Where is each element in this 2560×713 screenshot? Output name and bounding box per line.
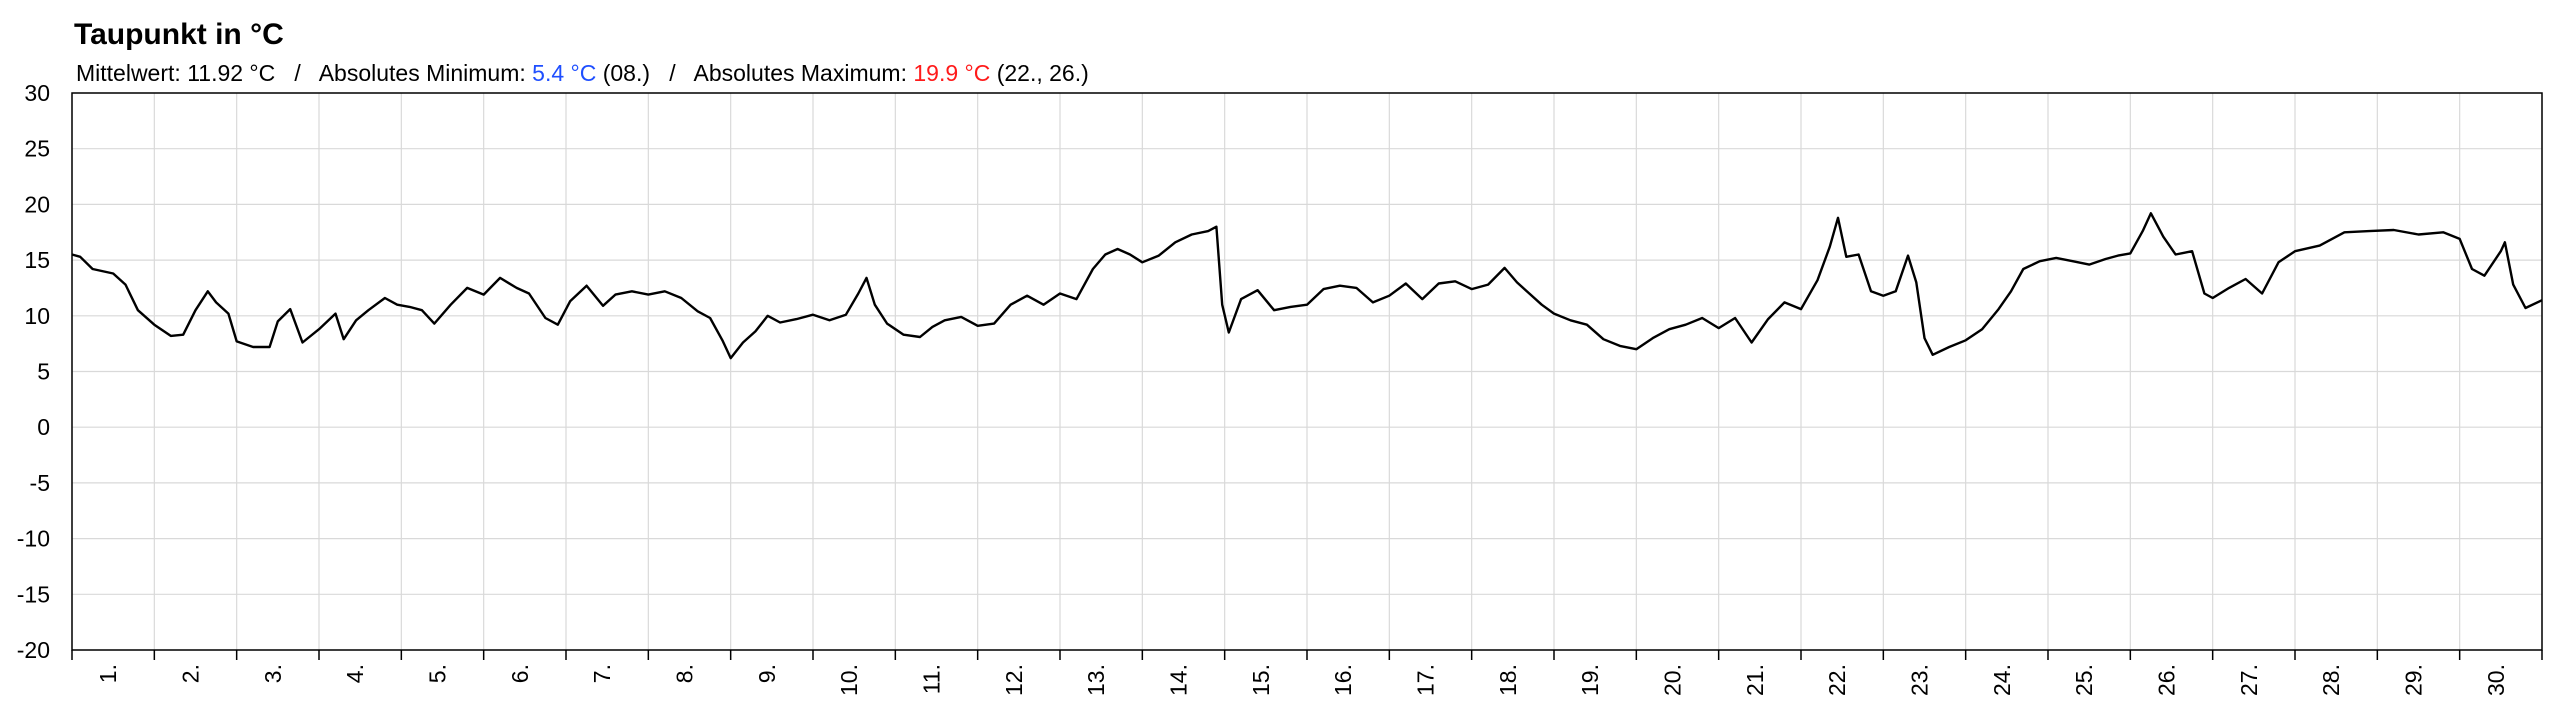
x-tick-label: 16. (1330, 664, 1356, 696)
y-tick-label: 30 (24, 80, 50, 106)
x-tick-label: 6. (507, 664, 533, 683)
separator: / (294, 60, 301, 86)
x-tick-label: 2. (178, 664, 204, 683)
y-tick-label: 20 (24, 191, 50, 217)
x-tick-label: 25. (2071, 664, 2097, 696)
x-tick-label: 4. (342, 664, 368, 683)
separator: / (669, 60, 676, 86)
x-tick-label: 9. (754, 664, 780, 683)
y-tick-label: 10 (24, 303, 50, 329)
x-tick-label: 20. (1660, 664, 1686, 696)
min-days: (08.) (602, 60, 651, 86)
x-tick-label: 18. (1495, 664, 1521, 696)
max-days: (22., 26.) (996, 60, 1089, 86)
x-tick-label: 14. (1166, 664, 1192, 696)
mean-value: 11.92 °C (187, 60, 276, 86)
x-tick-label: 5. (425, 664, 451, 683)
min-label: Absolutes Minimum: (318, 60, 526, 86)
y-tick-label: 0 (37, 414, 50, 440)
min-value: 5.4 °C (532, 60, 597, 86)
y-tick-label: -5 (30, 470, 50, 496)
x-tick-label: 1. (95, 664, 121, 683)
x-tick-label: 7. (589, 664, 615, 683)
x-tick-label: 27. (2236, 664, 2262, 696)
chart-subtitle: Mittelwert: 11.92 °C / Absolutes Minimum… (76, 60, 1089, 87)
y-tick-label: -20 (17, 637, 50, 663)
x-tick-label: 22. (1824, 664, 1850, 696)
x-tick-label: 28. (2318, 664, 2344, 696)
chart-title: Taupunkt in °C (74, 18, 284, 51)
mean-label: Mittelwert: (76, 60, 181, 86)
max-label: Absolutes Maximum: (693, 60, 907, 86)
x-tick-label: 11. (919, 664, 945, 694)
x-tick-label: 12. (1001, 664, 1027, 696)
x-tick-label: 29. (2401, 664, 2427, 696)
x-tick-label: 10. (836, 664, 862, 696)
x-tick-label: 24. (1989, 664, 2015, 696)
x-tick-label: 8. (672, 664, 698, 683)
x-tick-label: 26. (2154, 664, 2180, 696)
dewpoint-series-line (71, 212, 2543, 360)
y-tick-label: 5 (37, 359, 50, 385)
x-tick-label: 23. (1907, 664, 1933, 696)
x-tick-label: 30. (2483, 664, 2509, 696)
y-tick-label: -15 (17, 581, 50, 607)
x-tick-label: 13. (1083, 664, 1109, 696)
y-tick-label: 15 (24, 247, 50, 273)
y-tick-label: 25 (24, 136, 50, 162)
x-tick-label: 3. (260, 664, 286, 683)
y-tick-label: -10 (17, 526, 50, 552)
x-tick-label: 15. (1248, 664, 1274, 696)
x-tick-label: 21. (1742, 664, 1768, 696)
x-tick-label: 17. (1413, 664, 1439, 696)
x-tick-label: 19. (1577, 664, 1603, 696)
plot-frame (71, 92, 2543, 651)
max-value: 19.9 °C (913, 60, 991, 86)
